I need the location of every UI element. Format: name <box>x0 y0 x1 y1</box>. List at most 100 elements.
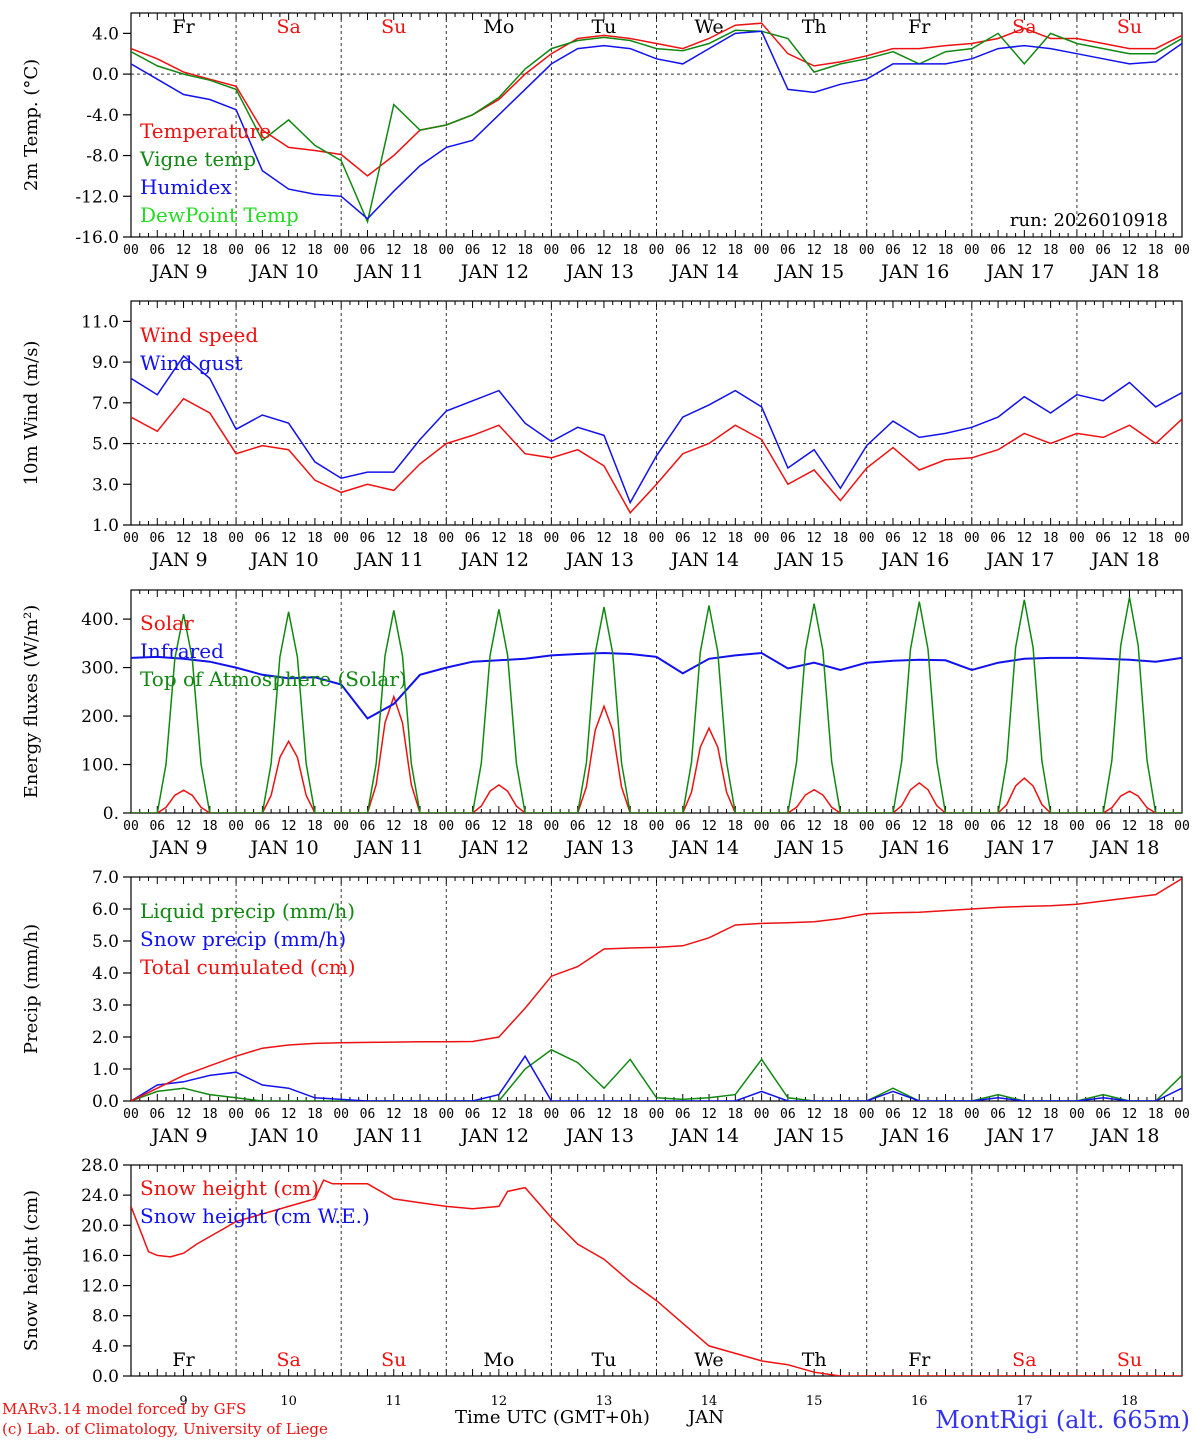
y-tick-label: 4.0 <box>92 24 119 44</box>
hour-tick-label: 06 <box>885 1107 901 1122</box>
y-tick-label: 4.0 <box>92 1337 119 1357</box>
day-number-label: 18 <box>1121 1394 1138 1409</box>
y-tick-label: 12.0 <box>81 1277 119 1297</box>
series-line-infrared <box>131 651 1182 720</box>
hour-tick-label: 18 <box>833 819 849 834</box>
hour-tick-label: 12 <box>281 819 297 834</box>
hour-tick-label: 06 <box>1095 531 1111 546</box>
hour-tick-label: 00 <box>859 243 875 258</box>
hour-tick-label: 12 <box>911 1107 927 1122</box>
series-group <box>131 354 1182 515</box>
series-group <box>131 597 1182 813</box>
time-axis-label: Time UTC (GMT+0h) <box>455 1407 650 1428</box>
date-label: JAN 12 <box>459 1125 529 1147</box>
date-label: JAN 14 <box>669 261 739 283</box>
hour-tick-label: 00 <box>333 531 349 546</box>
day-number-label: 17 <box>1016 1394 1033 1409</box>
y-tick-label: -12.0 <box>75 187 119 207</box>
series-line-top-of-atmosphere-solar- <box>131 597 1182 813</box>
date-label: JAN 14 <box>669 549 739 571</box>
day-number-label: 15 <box>806 1394 823 1409</box>
hour-tick-label: 12 <box>176 243 192 258</box>
series-group <box>131 22 1182 225</box>
hour-tick-label: 00 <box>1069 531 1085 546</box>
hour-tick-label: 12 <box>1122 531 1138 546</box>
hour-tick-label: 18 <box>307 1107 323 1122</box>
hour-tick-label: 00 <box>859 819 875 834</box>
legend-entry: Solar <box>140 611 194 635</box>
hour-tick-label: 00 <box>123 531 139 546</box>
hour-tick-label: 00 <box>964 1107 980 1122</box>
hour-tick-label: 06 <box>465 1107 481 1122</box>
hour-tick-label: 18 <box>517 531 533 546</box>
chart-panel-3: 0. 100. 200. 300. 400. Energy fluxes (W/m²) 00… <box>21 589 1190 859</box>
hour-tick-label: 18 <box>622 531 638 546</box>
series-line-total-cumulated-cm- <box>131 877 1182 1101</box>
y-axis-label: Snow height (cm) <box>21 1190 42 1351</box>
hour-tick-label: 06 <box>360 819 376 834</box>
y-tick-label: 16.0 <box>81 1246 119 1266</box>
hour-tick-label: 06 <box>885 819 901 834</box>
hour-tick-label: 12 <box>281 243 297 258</box>
day-number-label: 10 <box>280 1394 297 1409</box>
date-label: JAN 13 <box>564 837 634 859</box>
hour-tick-label: 06 <box>990 1107 1006 1122</box>
weekday-label: Su <box>381 16 406 38</box>
weekday-label: Fr <box>172 1349 195 1371</box>
series-line-snow-height-cm- <box>131 1179 1182 1376</box>
date-label: JAN 12 <box>459 549 529 571</box>
series-line-temperature <box>131 22 1182 177</box>
legend-entry: Snow height (cm) <box>140 1176 319 1200</box>
hour-tick-label: 18 <box>517 1107 533 1122</box>
hour-tick-label: 00 <box>1069 243 1085 258</box>
y-tick-label: 8.0 <box>92 1307 119 1327</box>
hour-tick-label: 06 <box>675 243 691 258</box>
hour-tick-label: 06 <box>1095 243 1111 258</box>
date-label: JAN 17 <box>984 837 1054 859</box>
y-tick-label: -8.0 <box>86 147 119 167</box>
credit-model: MARv3.14 model forced by GFS <box>2 1400 246 1418</box>
weekday-label: We <box>694 16 723 38</box>
date-label: JAN 13 <box>564 261 634 283</box>
hour-tick-label: 18 <box>622 243 638 258</box>
date-label: JAN 16 <box>879 837 949 859</box>
weekday-label: Sa <box>1012 16 1036 38</box>
chart-panel-1: -16.0 -12.0 -8.0 -4.0 0.0 4.0 2m Temp. (°C) 00 0… <box>21 12 1190 283</box>
y-tick-label: 200. <box>81 707 119 727</box>
hour-tick-label: 18 <box>1043 531 1059 546</box>
series-group <box>131 877 1182 1101</box>
month-label: JAN <box>686 1407 724 1428</box>
legend-entry: Total cumulated (cm) <box>140 955 356 979</box>
date-label: JAN 15 <box>774 837 844 859</box>
date-label: JAN 17 <box>984 261 1054 283</box>
hour-tick-label: 18 <box>727 531 743 546</box>
weekday-label: Th <box>802 1349 827 1371</box>
series-line-vigne-temp <box>131 29 1182 225</box>
hour-tick-label: 12 <box>1017 243 1033 258</box>
date-label: JAN 18 <box>1089 837 1159 859</box>
date-label: JAN 18 <box>1089 1125 1159 1147</box>
y-tick-label: 7.0 <box>92 394 119 414</box>
y-tick-label: 0.0 <box>92 1092 119 1112</box>
hour-tick-label: 12 <box>701 243 717 258</box>
hour-tick-label: 00 <box>228 243 244 258</box>
hour-tick-label: 00 <box>649 819 665 834</box>
hour-tick-label: 12 <box>491 243 507 258</box>
hour-tick-label: 18 <box>833 1107 849 1122</box>
date-label: JAN 10 <box>249 1125 319 1147</box>
date-label: JAN 12 <box>459 261 529 283</box>
legend-entry: Wind gust <box>140 351 243 375</box>
hour-tick-label: 00 <box>228 531 244 546</box>
run-label: run: 2026010918 <box>1010 210 1168 231</box>
weekday-label: Tu <box>591 1349 616 1371</box>
hour-tick-label: 06 <box>990 819 1006 834</box>
hour-tick-label: 00 <box>649 1107 665 1122</box>
series-line-solar <box>131 694 1182 813</box>
hour-tick-label: 00 <box>964 819 980 834</box>
y-tick-label: 24.0 <box>81 1186 119 1206</box>
weekday-label: Th <box>802 16 827 38</box>
legend-entry: Top of Atmosphere (Solar) <box>140 667 407 691</box>
hour-tick-label: 18 <box>1148 531 1164 546</box>
hour-tick-label: 00 <box>649 243 665 258</box>
hour-tick-label: 12 <box>806 531 822 546</box>
